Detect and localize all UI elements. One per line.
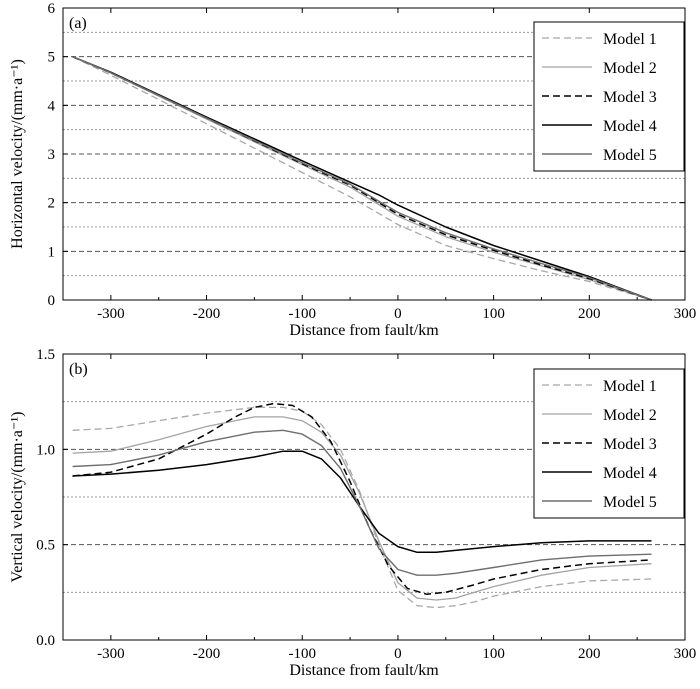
y-tick-label: 1.5 (36, 347, 55, 363)
y-tick-label: 1 (48, 244, 56, 260)
legend-label-model-1: Model 1 (603, 31, 657, 48)
y-axis-label: Vertical velocity/(mm·a⁻¹) (9, 412, 26, 583)
y-tick-label: 2 (48, 196, 56, 212)
y-tick-label: 1.0 (36, 442, 55, 458)
panel-b: -300 -200 -100 0 100 200 300 0.0 0.5 1.0 1.5 Distan… (9, 347, 696, 679)
legend-label-model-3: Model 3 (603, 89, 657, 106)
y-tick-label: 3 (48, 147, 56, 163)
x-tick-label: -100 (288, 646, 316, 662)
x-tick-label: -200 (193, 646, 221, 662)
y-tick-label: 0.0 (36, 633, 55, 649)
x-tick-label: -300 (97, 306, 125, 322)
x-tick-label: -200 (193, 306, 221, 322)
x-tick-label: 0 (394, 306, 402, 322)
x-tick-label: -300 (97, 646, 125, 662)
series-line-model-3 (72, 402, 652, 595)
x-tick-label: 200 (578, 646, 601, 662)
plot-frame (62, 353, 686, 641)
y-tick-label: 0.5 (36, 538, 55, 554)
series-line-model-4 (72, 56, 652, 301)
series-line-model-1 (72, 406, 652, 609)
legend: Model 1 Model 2 Model 3 Model 4 Model 5 (533, 21, 685, 172)
x-tick-label: 200 (578, 306, 601, 322)
series-line-model-1 (72, 56, 652, 301)
x-axis-label: Distance from fault/km (289, 322, 439, 339)
series-line-model-2 (72, 416, 652, 601)
x-tick-label: 100 (482, 306, 505, 322)
legend-label-model-2: Model 2 (603, 407, 657, 424)
series-line-model-5 (72, 429, 652, 576)
x-tick-label: 300 (674, 306, 697, 322)
legend-label-model-5: Model 5 (603, 147, 657, 164)
y-tick-label: 4 (48, 98, 56, 114)
legend: Model 1 Model 2 Model 3 Model 4 Model 5 (533, 368, 685, 519)
legend-label-model-5: Model 5 (603, 494, 657, 511)
y-tick-label: 5 (48, 50, 56, 66)
y-axis-label: Horizontal velocity/(mm·a⁻¹) (9, 59, 26, 249)
panel-tag: (a) (69, 15, 87, 32)
legend-label-model-4: Model 4 (603, 465, 657, 482)
x-tick-label: -100 (288, 306, 316, 322)
series-line-model-2 (72, 56, 652, 301)
y-tick-label: 0 (48, 293, 56, 309)
x-tick-label: 100 (482, 646, 505, 662)
panel-a: -300 -200 -100 0 100 200 300 0 1 2 3 4 5 6 Distance fr… (9, 1, 696, 339)
legend-label-model-1: Model 1 (603, 378, 657, 395)
legend-label-model-2: Model 2 (603, 60, 657, 77)
x-tick-label: 0 (394, 646, 402, 662)
series-line-model-5 (72, 56, 652, 301)
legend-label-model-3: Model 3 (603, 436, 657, 453)
panel-tag: (b) (69, 361, 88, 378)
legend-label-model-4: Model 4 (603, 118, 657, 135)
y-tick-label: 6 (48, 1, 56, 17)
x-axis-label: Distance from fault/km (289, 662, 439, 679)
x-tick-label: 300 (674, 646, 697, 662)
